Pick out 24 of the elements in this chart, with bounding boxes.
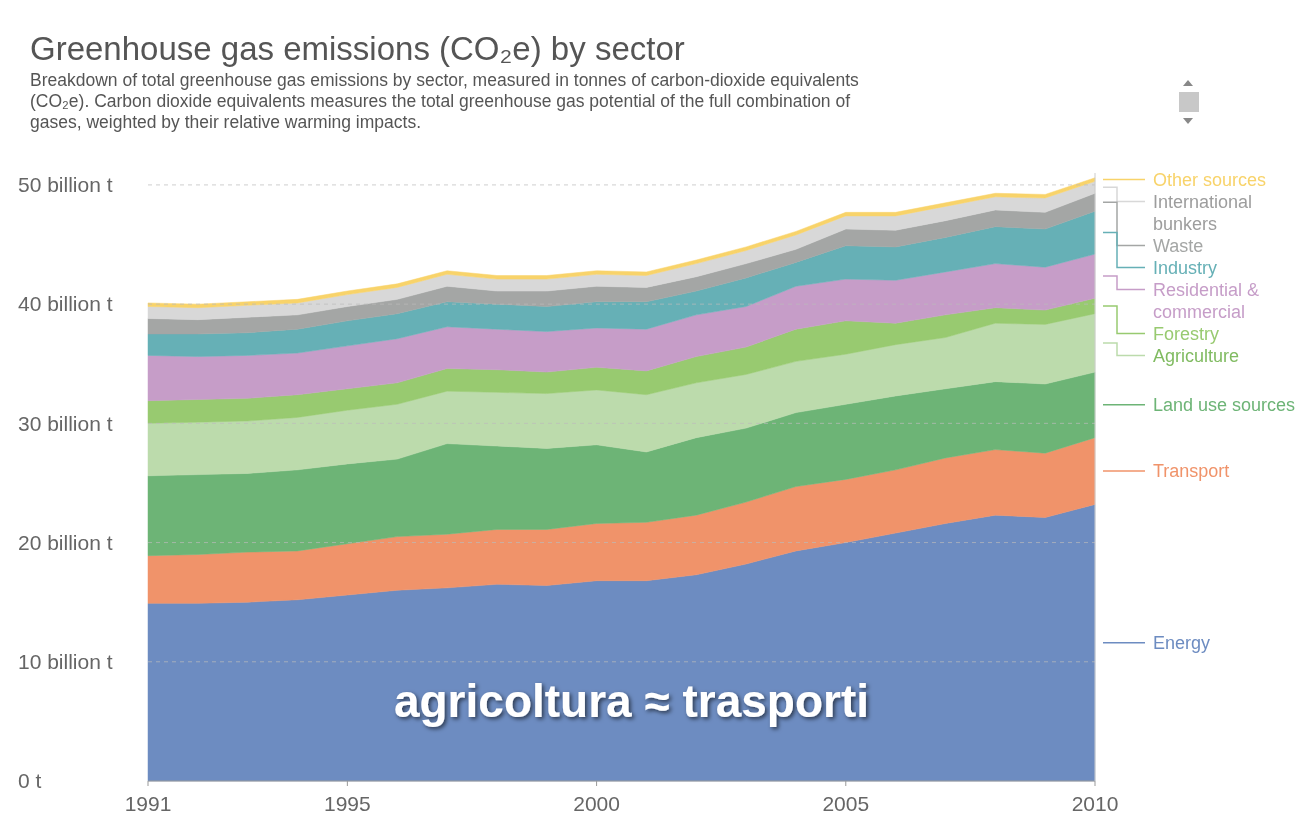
legend-label: Other sources [1153,169,1267,190]
legend-label: Agriculture [1153,345,1240,366]
legend-label: Land use sources [1153,394,1296,415]
y-tick-label: 40 billion t [18,292,113,316]
text: Industry [1153,257,1218,278]
chart-subtitle: Breakdown of total greenhouse gas emissions by sector, measured in tonnes of carbon-dioxide equivalents (CO₂e). Carbon dioxide equivalents measures the total greenhouse gas potential of the full combination of gases, weighted by their relative warming impacts. [30,70,860,132]
x-tick-label: 2010 [1071,792,1119,815]
text: Forestry [1153,323,1220,344]
y-tick-label: 50 billion t [18,173,113,197]
x-tick-label: 2000 [573,792,620,815]
y-tick-label: 10 billion t [18,650,113,674]
x-tick-label: 1991 [124,792,172,815]
y-tick-label: 30 billion t [18,411,113,435]
y-tick-label: 0 t [18,769,42,793]
text: Waste [1153,235,1204,256]
legend-label: International bunkers [1153,191,1253,234]
x-tick-label: 1995 [324,792,371,815]
legend-label: Transport [1153,461,1230,482]
y-tick-label: 20 billion t [18,530,113,554]
legend-label: Residential & commercial [1153,279,1260,322]
legend-label: Energy [1153,632,1211,653]
chart-title: Greenhouse gas emissions (CO₂e) by sector [30,30,685,67]
annotation: agricoltura ≈ trasporti [393,675,870,727]
x-tick-label: 2005 [822,792,870,815]
